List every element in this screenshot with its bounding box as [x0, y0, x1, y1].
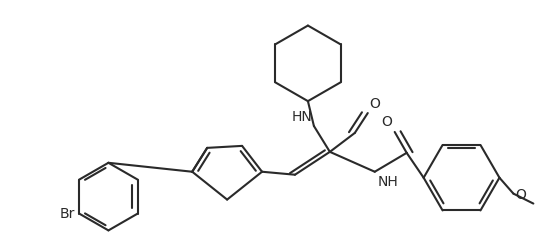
Text: O: O — [381, 116, 392, 130]
Text: O: O — [369, 96, 380, 110]
Text: O: O — [516, 188, 527, 202]
Text: HN: HN — [291, 110, 312, 124]
Text: NH: NH — [378, 175, 398, 189]
Text: Br: Br — [59, 206, 75, 220]
